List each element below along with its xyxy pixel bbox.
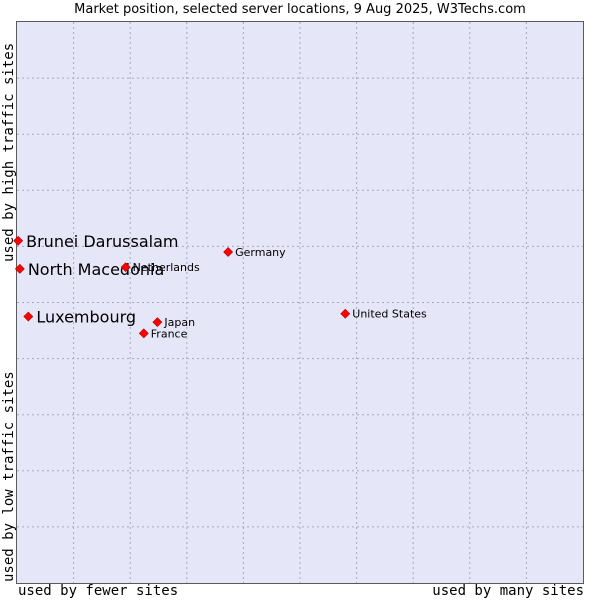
data-point-japan: Japan (152, 316, 195, 329)
data-point-north-macedonia: North Macedonia (14, 260, 164, 279)
point-label: Brunei Darussalam (26, 232, 178, 251)
point-marker (13, 235, 24, 246)
point-marker (223, 247, 234, 257)
chart-title: Market position, selected server locatio… (74, 2, 526, 17)
y-axis-label-high: used by high traffic sites (1, 42, 17, 262)
data-points: Brunei Darussalam North Macedonia Luxembou… (13, 232, 427, 340)
point-marker (152, 317, 163, 328)
point-label: Germany (235, 246, 286, 259)
y-axis-label-low: used by low traffic sites (1, 371, 17, 582)
point-label: Luxembourg (36, 308, 136, 327)
grid-lines (17, 22, 583, 583)
data-point-luxembourg: Luxembourg (23, 308, 136, 327)
point-label: North Macedonia (28, 260, 164, 279)
x-axis-label-high: used by many sites (432, 583, 584, 599)
point-label: Netherlands (133, 261, 200, 274)
point-marker (340, 308, 351, 319)
data-point-united-states: United States (340, 308, 427, 321)
point-label: Japan (163, 316, 195, 329)
point-label: France (151, 327, 188, 340)
point-marker (120, 262, 131, 273)
point-marker (14, 263, 25, 274)
data-point-netherlands: Netherlands (120, 261, 200, 274)
x-axis-label-low: used by fewer sites (18, 583, 179, 599)
data-point-germany: Germany (223, 246, 286, 259)
point-marker (23, 311, 34, 322)
point-marker (138, 328, 149, 339)
point-label: United States (352, 308, 427, 321)
data-point-brunei-darussalam: Brunei Darussalam (13, 232, 179, 251)
data-point-france: France (138, 327, 188, 340)
